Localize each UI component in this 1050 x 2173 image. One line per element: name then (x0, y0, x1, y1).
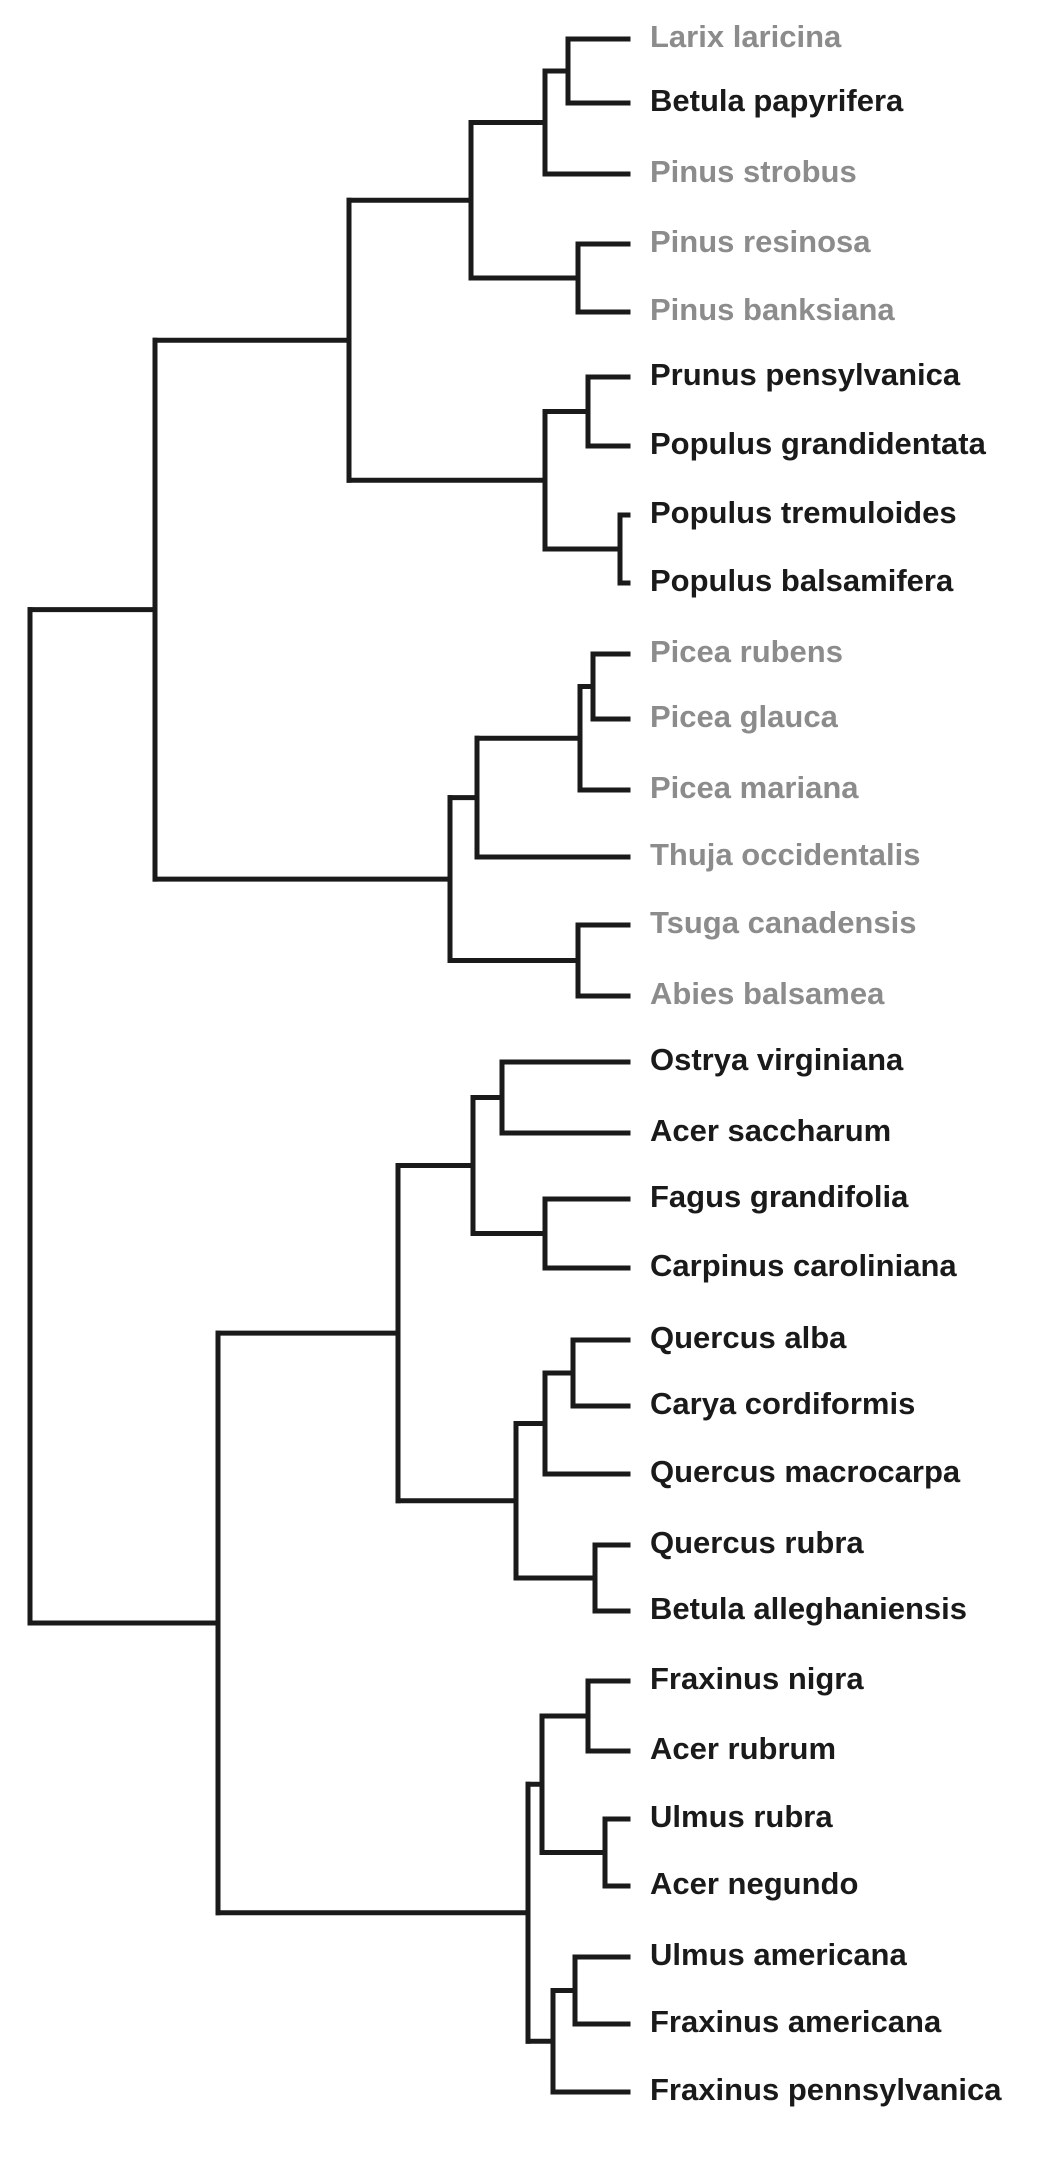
leaf-label: Populus grandidentata (650, 426, 987, 461)
leaf-label: Populus tremuloides (650, 495, 957, 530)
leaf-label: Pinus strobus (650, 154, 857, 189)
leaf-label: Larix laricina (650, 19, 842, 54)
leaf-label: Quercus macrocarpa (650, 1454, 961, 1489)
leaf-label: Quercus alba (650, 1320, 847, 1355)
leaf-label: Betula papyrifera (650, 83, 904, 118)
leaf-label: Acer negundo (650, 1866, 858, 1901)
leaf-label: Ulmus rubra (650, 1799, 833, 1834)
leaf-label: Fagus grandifolia (650, 1179, 909, 1214)
leaf-label: Picea mariana (650, 770, 859, 805)
leaf-label: Carpinus caroliniana (650, 1248, 957, 1283)
leaf-label: Carya cordiformis (650, 1386, 915, 1421)
leaf-label: Picea rubens (650, 634, 843, 669)
leaf-label: Betula alleghaniensis (650, 1591, 967, 1626)
leaf-label: Quercus rubra (650, 1525, 864, 1560)
leaf-label: Populus balsamifera (650, 563, 954, 598)
leaf-label: Ulmus americana (650, 1937, 907, 1972)
leaf-label: Fraxinus nigra (650, 1661, 864, 1696)
leaf-label: Fraxinus pennsylvanica (650, 2072, 1002, 2107)
leaf-label: Ostrya virginiana (650, 1042, 904, 1077)
leaf-label: Prunus pensylvanica (650, 357, 961, 392)
leaf-label: Tsuga canadensis (650, 905, 916, 940)
leaf-label: Pinus resinosa (650, 224, 871, 259)
leaf-label: Abies balsamea (650, 976, 885, 1011)
dendrogram-branches (27, 36, 631, 2095)
leaf-label: Pinus banksiana (650, 292, 895, 327)
leaf-label: Fraxinus americana (650, 2004, 942, 2039)
leaf-label: Acer saccharum (650, 1113, 891, 1148)
leaf-labels: Larix laricina Betula papyrifera Pinus str… (650, 19, 1002, 2107)
leaf-label: Picea glauca (650, 699, 839, 734)
leaf-label: Acer rubrum (650, 1731, 836, 1766)
leaf-label: Thuja occidentalis (650, 837, 920, 872)
